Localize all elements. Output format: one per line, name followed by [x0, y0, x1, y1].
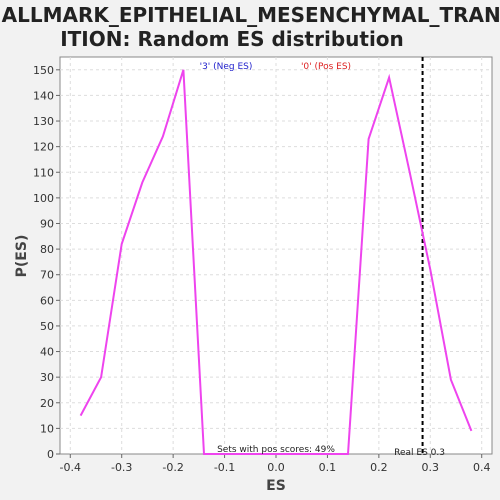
- x-tick-label: -0.1: [214, 461, 235, 474]
- y-tick-label: 90: [40, 217, 54, 230]
- y-axis-ticks: 0 10 20 30 40 50 60 70 80 90 100 110 120 130 140 150: [33, 64, 60, 461]
- real-es-label: Real ES 0.3: [394, 448, 445, 458]
- x-tick-label: -0.3: [111, 461, 132, 474]
- y-tick-label: 70: [40, 269, 54, 282]
- y-tick-label: 150: [33, 64, 54, 77]
- x-tick-label: 0.3: [422, 461, 440, 474]
- x-tick-label: -0.2: [162, 461, 183, 474]
- y-tick-label: 100: [33, 192, 54, 205]
- x-tick-label: 0.4: [473, 461, 491, 474]
- y-tick-label: 10: [40, 422, 54, 435]
- y-tick-label: 0: [47, 448, 54, 461]
- x-tick-label: 0.0: [267, 461, 285, 474]
- x-tick-label: 0.2: [370, 461, 388, 474]
- chart-title-line-1: HALLMARK_EPITHELIAL_MESENCHYMAL_TRANS: [0, 3, 500, 27]
- chart-title-line-2: ITION: Random ES distribution: [60, 27, 404, 51]
- y-tick-label: 50: [40, 320, 54, 333]
- x-axis-ticks: -0.4 -0.3 -0.2 -0.1 0.0 0.1 0.2 0.3 0.4: [60, 454, 491, 474]
- x-axis-label: ES: [266, 478, 286, 494]
- y-axis-label: P(ES): [14, 235, 30, 278]
- es-distribution-line: [79, 69, 473, 455]
- y-tick-label: 130: [33, 115, 54, 128]
- y-tick-label: 20: [40, 397, 54, 410]
- grid: [60, 57, 492, 454]
- y-tick-label: 120: [33, 141, 54, 154]
- y-tick-label: 140: [33, 89, 54, 102]
- x-tick-label: -0.4: [60, 461, 81, 474]
- y-tick-label: 60: [40, 294, 54, 307]
- y-tick-label: 110: [33, 166, 54, 179]
- pos-scores-annotation: Sets with pos scores: 49%: [217, 445, 335, 455]
- y-tick-label: 40: [40, 346, 54, 359]
- y-tick-label: 30: [40, 371, 54, 384]
- legend-pos-es: '0' (Pos ES): [301, 62, 351, 72]
- legend-neg-es: '3' (Neg ES): [200, 62, 253, 72]
- y-tick-label: 80: [40, 243, 54, 256]
- x-tick-label: 0.1: [319, 461, 337, 474]
